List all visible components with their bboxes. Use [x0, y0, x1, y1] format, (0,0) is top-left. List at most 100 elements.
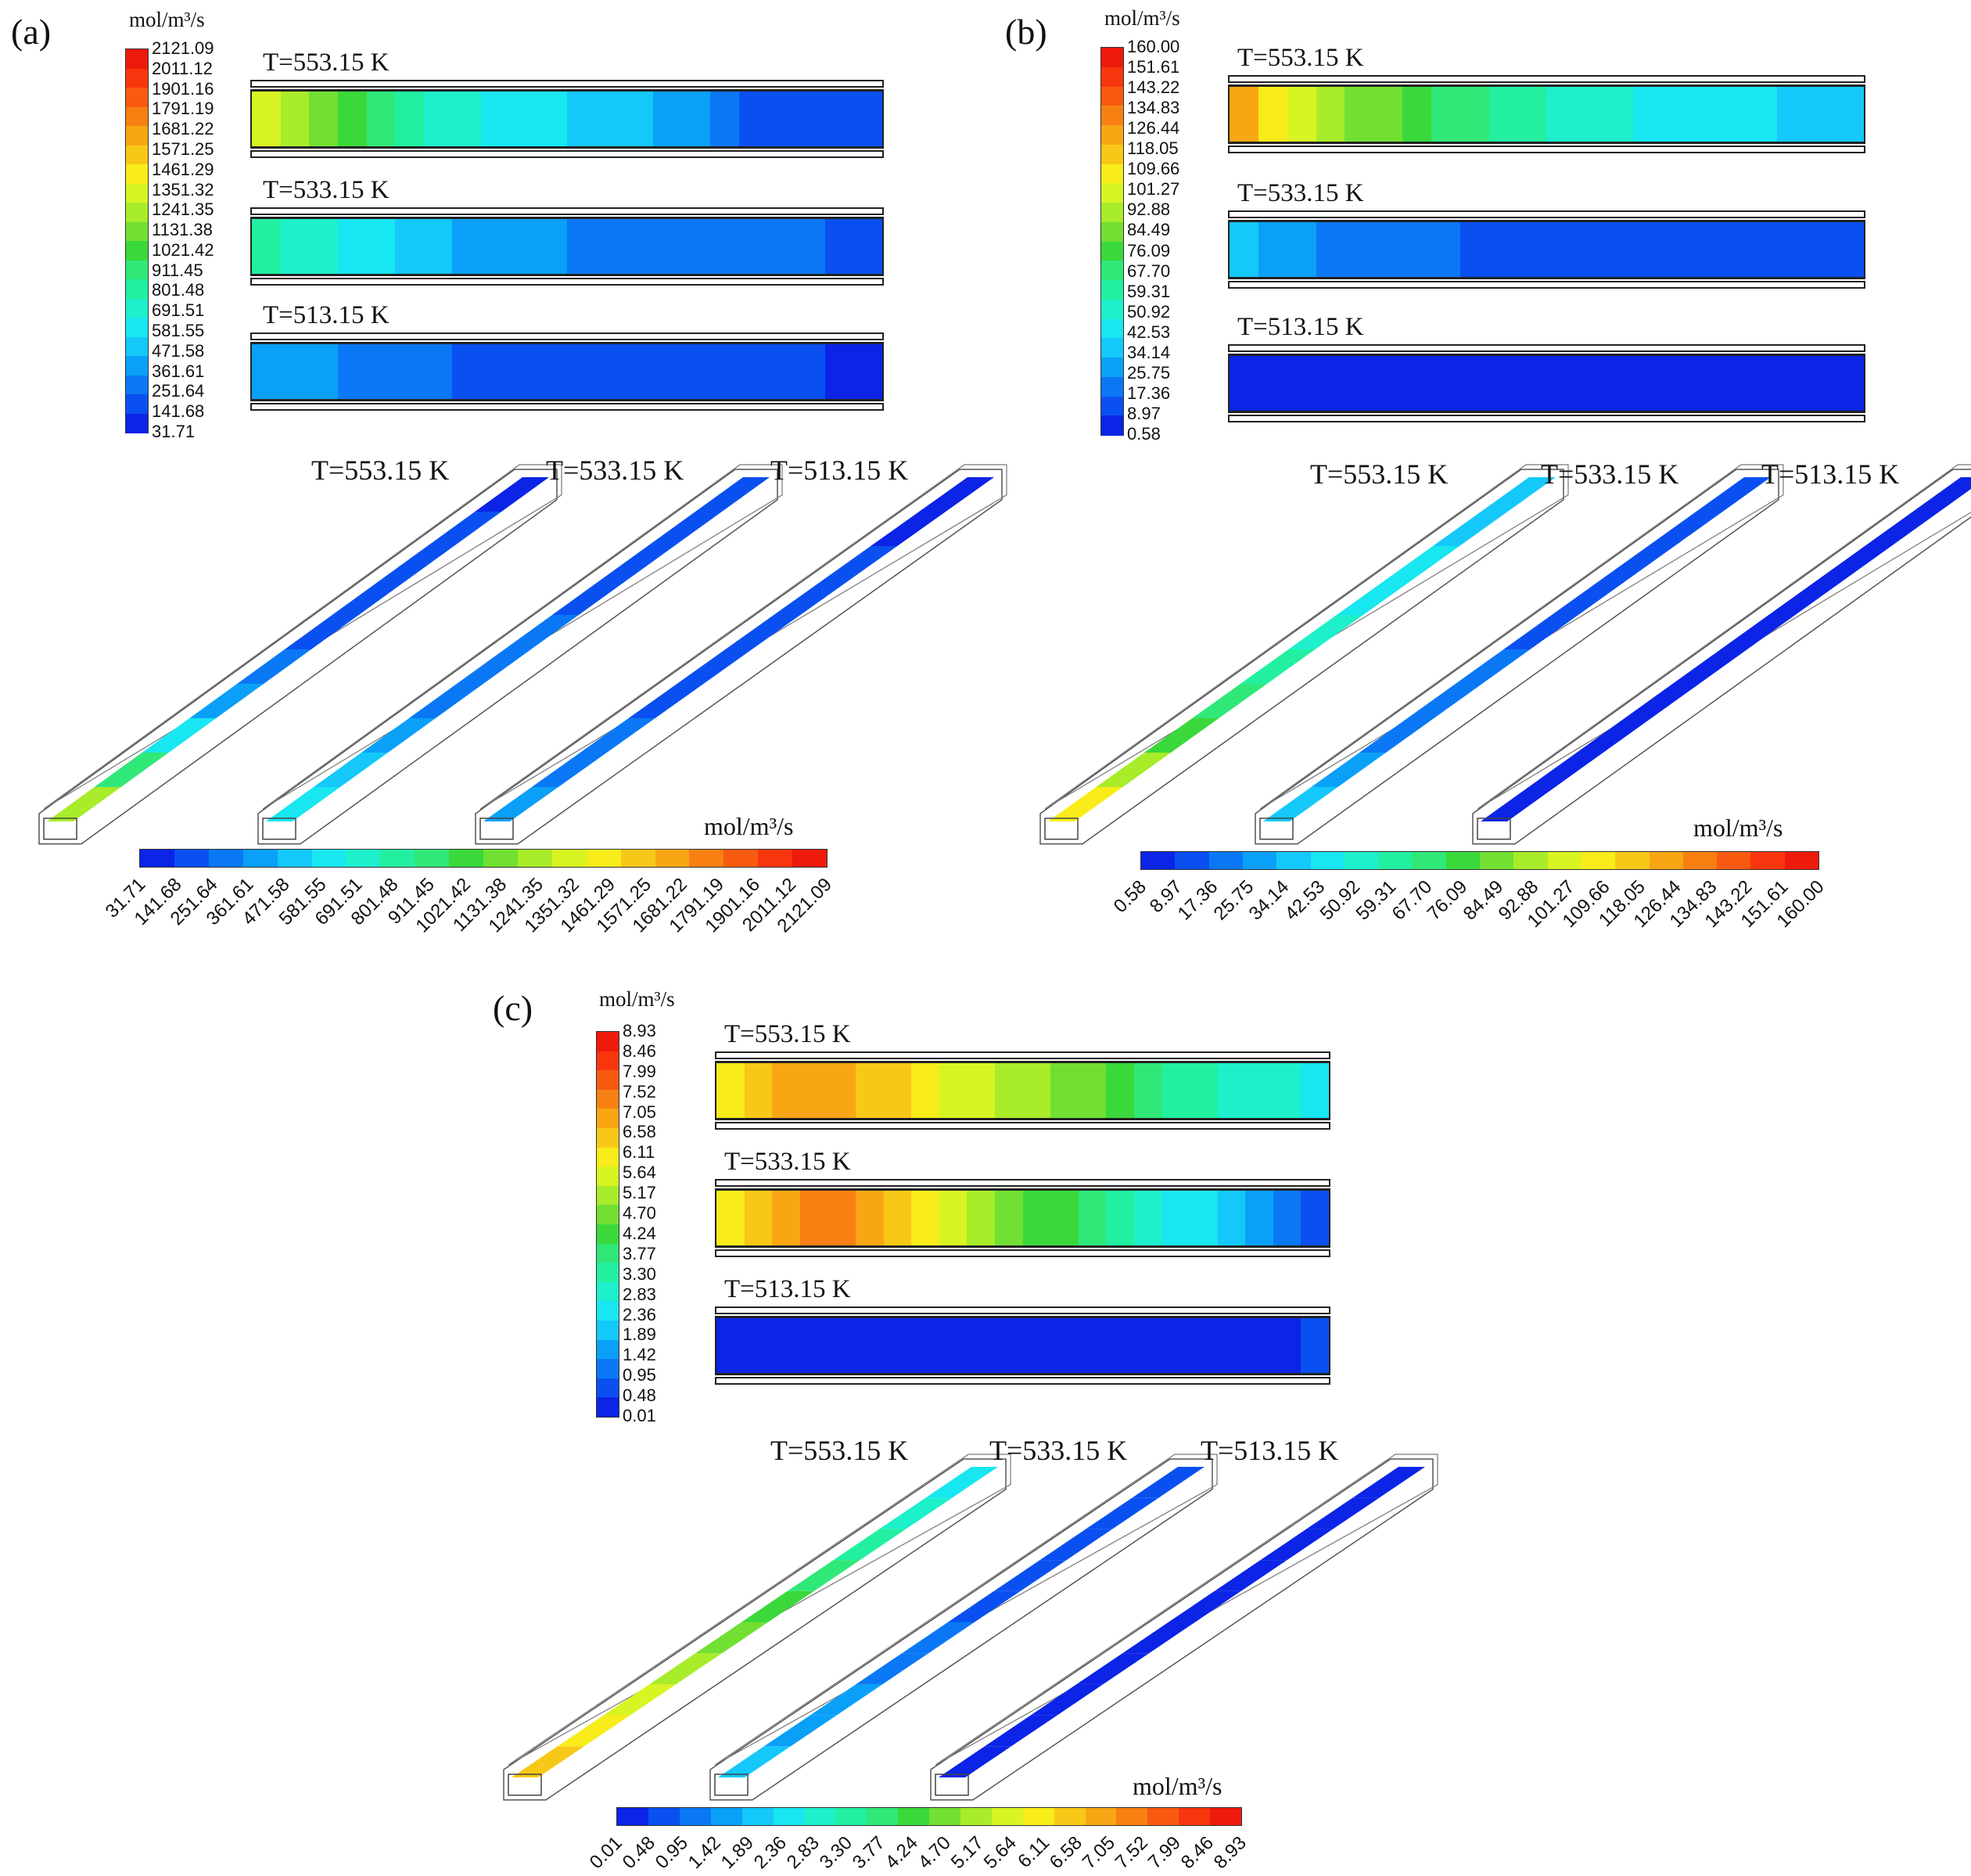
channel-inlet-frame: [479, 818, 514, 840]
contour-cell: [1806, 87, 1836, 142]
channel-contour-segment: [1263, 787, 1338, 821]
vertical-colorbar-tick-c: 2.36: [623, 1304, 656, 1324]
contour-cell: [481, 219, 510, 274]
contour-cell: [824, 92, 854, 146]
contour-cell: [1287, 356, 1316, 411]
channel-contour-segment: [47, 787, 121, 821]
channel-contour-segment: [285, 615, 359, 649]
contour-cell: [252, 92, 281, 146]
contour-cell: [1161, 1063, 1190, 1118]
vertical-colorbar-tick-a: 2011.12: [152, 58, 213, 78]
channel-contour-segment: [94, 753, 169, 787]
contour-cell: [738, 92, 768, 146]
horizontal-colorbar-b: [1140, 851, 1819, 870]
contour-cell: [1301, 1318, 1330, 1373]
channel-contour-segment: [379, 546, 454, 580]
channel-contour-segment: [483, 787, 558, 821]
colorbar-bin: [597, 1397, 619, 1418]
contour-cell: [1517, 87, 1547, 142]
horizontal-colorbar-unit-c: mol/m³/s: [1133, 1772, 1222, 1800]
vertical-colorbar-tick-b: 42.53: [1127, 322, 1171, 342]
contour-cell: [772, 1063, 800, 1118]
channel-outline-back: [1477, 464, 1971, 810]
colorbar-bin: [346, 850, 381, 867]
channel-outline-back: [479, 464, 1007, 810]
vertical-colorbar-tick-a: 1571.25: [152, 138, 214, 159]
colorbar-bin: [140, 850, 175, 867]
colorbar-bin: [597, 1051, 619, 1071]
contour-cell: [767, 344, 797, 399]
channel-contour-segment: [1311, 753, 1386, 787]
channel-contour-segment: [695, 1622, 768, 1654]
contour-cell: [1316, 356, 1345, 411]
colorbar-bin: [741, 1808, 774, 1825]
colorbar-bin: [126, 298, 148, 318]
colorbar-bin: [597, 1224, 619, 1245]
colorbar-bin: [126, 88, 148, 107]
panel-label-b: (b): [1005, 12, 1047, 52]
tube-core: [1228, 354, 1865, 413]
colorbar-bin: [929, 1808, 961, 1825]
contour-cell: [855, 1191, 884, 1245]
vertical-colorbar-tick-a: 1021.42: [152, 239, 214, 260]
contour-cell: [744, 1318, 773, 1373]
vertical-colorbar-tick-a: 1241.35: [152, 199, 214, 220]
channel-contour-segment: [1456, 649, 1531, 684]
contour-cell: [1217, 1191, 1246, 1245]
contour-cell: [1806, 222, 1836, 277]
contour-cell: [1777, 222, 1807, 277]
contour-cell: [681, 92, 711, 146]
contour-cell: [710, 92, 739, 146]
channel-contour-segment: [984, 1715, 1057, 1747]
contour-cell: [738, 344, 768, 399]
channel-contour-segment: [1481, 787, 1556, 821]
colorbar-bin: [1101, 86, 1123, 106]
vertical-colorbar-tick-b: 118.05: [1127, 138, 1179, 159]
vertical-colorbar-tick-c: 4.24: [623, 1223, 656, 1243]
tube-core: [715, 1061, 1330, 1120]
vertical-colorbar-tick-a: 691.51: [152, 300, 205, 321]
vertical-colorbar-tick-b: 59.31: [1127, 281, 1171, 301]
vertical-colorbar-tick-a: 1791.19: [152, 99, 214, 119]
contour-cell: [1345, 356, 1374, 411]
channel-contour-segment: [1288, 615, 1363, 649]
vertical-colorbar-unit-c: mol/m³/s: [599, 987, 675, 1011]
contour-cell: [853, 219, 883, 274]
tube-core: [250, 342, 884, 401]
channel-outline: [503, 1458, 1007, 1801]
vertical-colorbar-tick-a: 1681.22: [152, 119, 214, 139]
channel-contour-segment: [1306, 1497, 1380, 1529]
colorbar-bin: [1101, 318, 1123, 339]
contour-cell: [1217, 1318, 1246, 1373]
colorbar-bin: [1147, 1808, 1179, 1825]
contour-cell: [538, 219, 568, 274]
contour-cell: [1604, 356, 1634, 411]
contour-cell: [1230, 356, 1258, 411]
colorbar-bin: [1101, 338, 1123, 358]
colorbar-bin: [1101, 203, 1123, 223]
vertical-colorbar-tick-c: 1.89: [623, 1324, 656, 1345]
contour-cell: [1488, 356, 1518, 411]
channel-contour-segment: [1352, 1467, 1425, 1498]
colorbar-bin: [1101, 48, 1123, 68]
vertical-colorbar-tick-a: 31.71: [152, 422, 196, 441]
tube-temperature-b: T=513.15 K: [1237, 313, 1364, 341]
contour-cell: [509, 92, 539, 146]
channel-contour-segment: [552, 580, 626, 615]
colorbar-bin: [1101, 261, 1123, 281]
vertical-colorbar-tick-a: 581.55: [152, 321, 205, 341]
contour-cell: [1835, 87, 1864, 142]
colorbar-bin: [617, 1808, 649, 1825]
vertical-colorbar-tick-a: 251.64: [152, 381, 205, 401]
contour-cell: [716, 1318, 745, 1373]
channel-contour-segment: [1599, 546, 1675, 580]
channel-contour-segment: [810, 1684, 883, 1716]
tube-contour-c: [715, 1051, 1330, 1130]
colorbar-bin: [597, 1032, 619, 1052]
vertical-colorbar-tick-b: 0.58: [1127, 424, 1161, 444]
vertical-colorbar-tick-b: 50.92: [1127, 301, 1171, 322]
contour-cell: [1690, 87, 1720, 142]
vertical-colorbar-tick-c: 6.11: [623, 1142, 655, 1163]
contour-cell: [1835, 222, 1864, 277]
